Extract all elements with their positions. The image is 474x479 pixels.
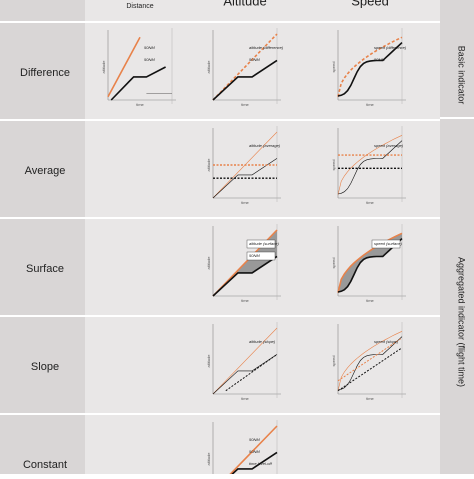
side-label: Aggregated indicator (flight time) <box>457 257 467 387</box>
curve <box>212 33 278 101</box>
axis-label: speed <box>331 356 336 367</box>
side-label: Basic indicator <box>457 46 467 105</box>
column-header: Distance <box>126 3 153 10</box>
note: 50NM <box>249 449 260 454</box>
curve <box>107 36 141 98</box>
curve <box>337 140 403 195</box>
curve <box>337 347 403 392</box>
axis-label: altitude <box>206 452 211 466</box>
curve <box>337 42 403 97</box>
row-label: Constant <box>23 459 67 471</box>
note: altitude (average) <box>249 143 281 148</box>
note: speed (difference) <box>374 45 407 50</box>
axis-label: time <box>366 200 374 205</box>
curve <box>225 451 278 479</box>
axis-label: time <box>241 396 249 401</box>
note: speed (average) <box>374 143 404 148</box>
axis-label: altitude <box>101 60 106 74</box>
curve <box>212 327 278 395</box>
column-header: Altitude <box>223 0 266 8</box>
axis-label: speed <box>331 258 336 269</box>
note: altitude (surface) <box>249 241 279 246</box>
axis-label: time <box>241 298 249 303</box>
note-box <box>371 239 401 249</box>
note-box <box>246 251 276 261</box>
axis-label: speed <box>331 62 336 73</box>
curve <box>212 354 278 395</box>
note: speed (slope) <box>374 339 399 344</box>
axis-label: altitude <box>206 256 211 270</box>
axis-label: altitude <box>206 60 211 74</box>
curve <box>337 331 403 391</box>
note: altitude (slope) <box>249 339 276 344</box>
note: altitude (difference) <box>249 45 284 50</box>
note-box <box>246 239 276 249</box>
curve <box>212 158 278 199</box>
note: 50NM <box>249 437 260 442</box>
note: speed (surface) <box>374 241 402 246</box>
curve <box>212 255 278 297</box>
curve <box>212 59 278 101</box>
curve <box>337 336 403 391</box>
row-label: Difference <box>20 67 70 79</box>
axis-label: time <box>241 200 249 205</box>
axis-label: time <box>136 102 144 107</box>
row-label: Slope <box>31 361 59 373</box>
axis-label: time <box>241 102 249 107</box>
curve <box>337 36 403 97</box>
curve <box>337 135 403 195</box>
axis-label: time <box>366 396 374 401</box>
curve <box>337 238 403 293</box>
panel-area <box>85 0 440 474</box>
axis-label: altitude <box>206 158 211 172</box>
axis-label: time <box>366 102 374 107</box>
row-label: Average <box>25 165 66 177</box>
column-header: Speed <box>351 0 389 8</box>
note: time level-off <box>249 461 273 466</box>
curve <box>337 232 403 293</box>
note: 50NM <box>249 57 260 62</box>
axis-label: time <box>366 298 374 303</box>
note: 50NM <box>249 253 260 258</box>
note: 50NM <box>144 57 155 62</box>
row-label: Surface <box>26 263 64 275</box>
curve <box>224 425 278 479</box>
curve <box>110 66 166 101</box>
curve <box>337 337 403 382</box>
axis-label: altitude <box>206 354 211 368</box>
axis-label: speed <box>331 160 336 171</box>
note: 50NM <box>374 57 385 62</box>
note: 50NM <box>144 45 155 50</box>
